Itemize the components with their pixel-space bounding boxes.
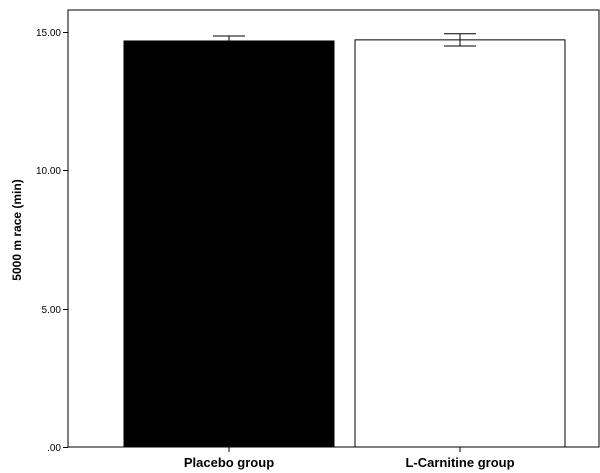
bar-placebo: [123, 40, 335, 448]
y-tick-label: 5.00: [42, 305, 62, 316]
x-category-label: Placebo group: [184, 455, 274, 470]
plot-area: .00 5.00 10.00 15.00 Placebo group L-Carnitin…: [36, 9, 600, 470]
y-tick-label: 15.00: [36, 28, 61, 39]
y-tick-label: 10.00: [36, 166, 61, 177]
y-axis-title: 5000 m race (min): [10, 179, 24, 280]
bar-l-carnitine: [354, 39, 566, 448]
y-tick-label: .00: [47, 443, 61, 454]
x-category-label: L-Carnitine group: [405, 455, 514, 470]
